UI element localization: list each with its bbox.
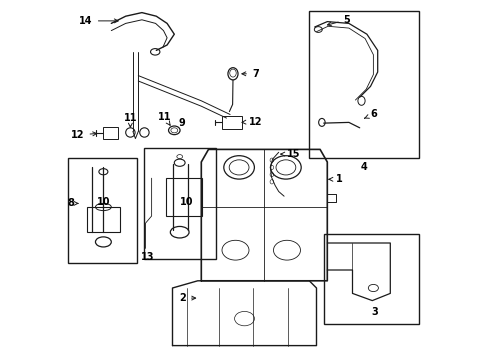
Text: 4: 4: [360, 162, 366, 172]
Text: 12: 12: [242, 117, 262, 127]
Text: 10: 10: [97, 197, 110, 207]
Bar: [222, 116, 241, 129]
Text: 5: 5: [327, 15, 350, 26]
Text: 6: 6: [364, 109, 376, 120]
Text: 11: 11: [157, 112, 171, 125]
Text: 7: 7: [242, 69, 258, 79]
Text: 2: 2: [179, 293, 195, 303]
Bar: [143, 148, 215, 259]
Bar: [166, 178, 202, 216]
Text: 11: 11: [123, 113, 137, 127]
Bar: [68, 158, 136, 263]
Text: 15: 15: [280, 149, 300, 159]
Bar: [309, 11, 418, 158]
Text: 14: 14: [79, 16, 118, 26]
Bar: [103, 127, 118, 139]
Text: 13: 13: [141, 252, 155, 262]
Text: 12: 12: [71, 130, 97, 140]
Bar: [87, 207, 120, 232]
Text: 10: 10: [180, 197, 193, 207]
Text: 1: 1: [328, 174, 342, 184]
Text: 3: 3: [371, 307, 377, 318]
Text: 8: 8: [67, 198, 78, 208]
Text: 9: 9: [179, 118, 185, 128]
Bar: [323, 234, 418, 324]
